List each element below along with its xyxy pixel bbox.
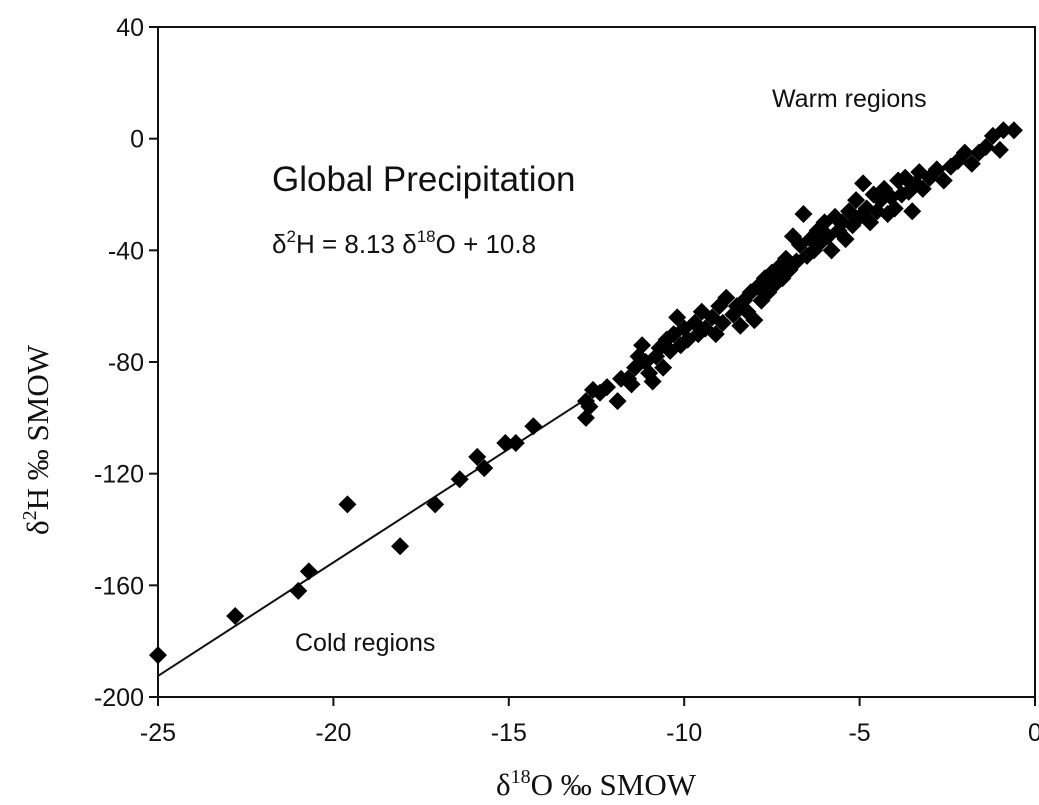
data-point — [668, 308, 687, 327]
data-point — [927, 160, 946, 179]
data-point — [391, 537, 410, 556]
data-point — [962, 154, 981, 173]
data-point — [475, 459, 494, 478]
chart-title: Global Precipitation — [272, 160, 576, 199]
y-tick-label: 40 — [116, 14, 144, 42]
data-point — [426, 495, 445, 514]
data-point — [794, 205, 813, 224]
data-point — [338, 495, 357, 514]
regression-line — [157, 391, 598, 677]
data-point — [861, 213, 880, 232]
data-point — [854, 174, 873, 193]
data-point — [822, 241, 841, 260]
data-point — [1004, 121, 1023, 140]
data-point — [847, 191, 866, 210]
data-point — [506, 433, 525, 452]
data-points — [149, 121, 1023, 665]
y-tick-label: -160 — [94, 572, 144, 600]
y-tick-label: -80 — [108, 349, 144, 377]
data-point — [706, 325, 725, 344]
data-point — [226, 607, 245, 626]
data-point — [745, 311, 764, 330]
data-point — [731, 316, 750, 335]
y-tick-label: -40 — [108, 237, 144, 265]
data-point — [633, 336, 652, 355]
data-point — [990, 140, 1009, 159]
data-point — [643, 372, 662, 391]
data-point — [903, 202, 922, 221]
data-point — [713, 313, 732, 332]
x-axis-ticks: -25 -20 -15 -10 -5 0 — [140, 697, 1039, 747]
data-point — [299, 562, 318, 581]
data-point — [289, 581, 308, 600]
data-point — [994, 121, 1013, 140]
data-point — [598, 378, 617, 397]
data-point — [955, 143, 974, 162]
x-axis-title: δ18O ‰ SMOW — [496, 766, 697, 802]
y-tick-label: -120 — [94, 461, 144, 489]
y-tick-label: 0 — [130, 126, 144, 154]
data-point — [836, 230, 855, 249]
data-point — [913, 179, 932, 198]
data-point — [149, 646, 167, 665]
regression-equation: δ2H = 8.13 δ18O + 10.8 — [272, 227, 536, 259]
x-tick-label: -20 — [315, 719, 351, 747]
annotation-cold-regions: Cold regions — [295, 629, 435, 657]
data-point — [496, 433, 515, 452]
x-tick-label: -10 — [666, 719, 702, 747]
data-point — [468, 447, 487, 466]
data-point — [654, 358, 673, 377]
data-point — [580, 397, 599, 416]
data-point — [717, 288, 736, 307]
y-tick-label: -200 — [94, 684, 144, 712]
x-tick-label: -5 — [848, 719, 870, 747]
y-axis-ticks: -200 -160 -120 -80 -40 0 40 — [94, 14, 158, 712]
data-point — [885, 199, 904, 218]
data-point — [608, 392, 627, 411]
data-point — [622, 375, 641, 394]
x-tick-label: -25 — [140, 719, 176, 747]
x-tick-label: 0 — [1028, 719, 1039, 747]
y-axis-title: δ2H ‰ SMOW — [19, 344, 55, 535]
data-point — [934, 171, 953, 190]
data-point — [976, 138, 995, 157]
data-point — [524, 417, 543, 436]
data-point — [450, 470, 469, 489]
x-tick-label: -15 — [491, 719, 527, 747]
plot-frame — [157, 26, 1036, 698]
annotation-warm-regions: Warm regions — [772, 85, 927, 113]
